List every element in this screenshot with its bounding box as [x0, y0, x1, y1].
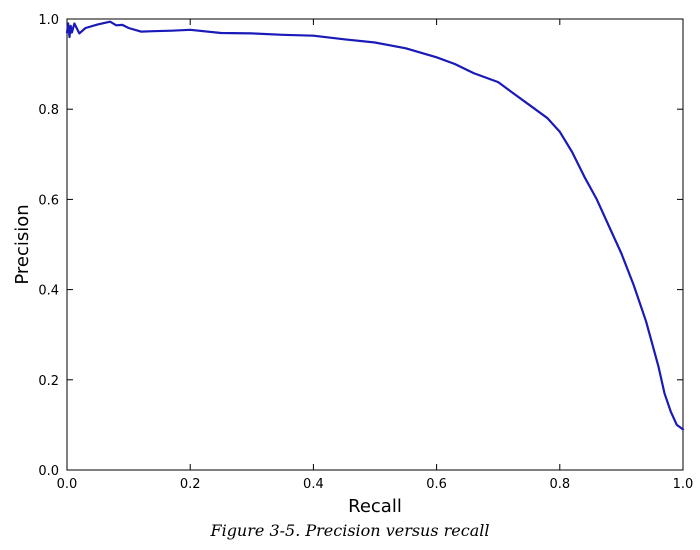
x-axis-title: Recall: [348, 496, 402, 517]
series-line: [65, 20, 685, 431]
y-tick-label: 0.6: [38, 193, 59, 208]
x-tick-label: 0.8: [549, 477, 570, 492]
x-tick-label: 1.0: [673, 477, 694, 492]
y-tick-label: 0.8: [38, 103, 59, 118]
x-tick-label: 0.6: [426, 477, 447, 492]
y-tick-label: 0.4: [38, 284, 59, 299]
y-tick-label: 0.2: [38, 374, 59, 389]
precision-recall-chart: 0.0 0.2 0.4 0.6 0.8 1.0 0.0 0.2 0.4 0.6 0.8 1.0 Rec…: [12, 13, 694, 517]
y-tick-label: 0.0: [38, 464, 59, 479]
plot-frame: [66, 18, 684, 471]
figure-caption: Figure 3-5. Precision versus recall: [210, 521, 490, 540]
x-tick-label: 0.4: [303, 477, 324, 492]
y-tick-label: 1.0: [38, 13, 59, 28]
y-axis-title: Precision: [12, 204, 33, 284]
x-tick-label: 0.0: [57, 477, 78, 492]
x-tick-label: 0.2: [180, 477, 201, 492]
